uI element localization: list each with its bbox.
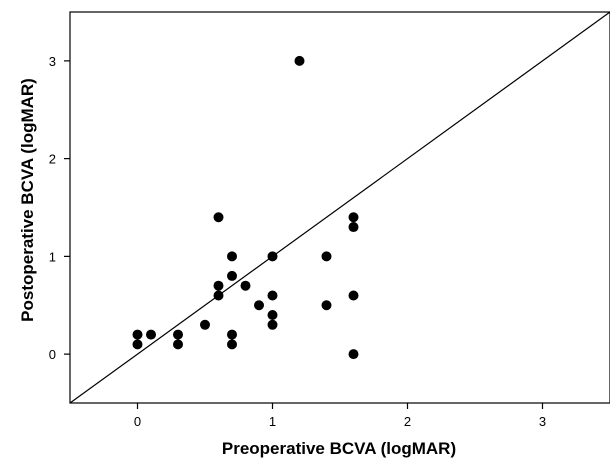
plot-content: [69, 11, 610, 404]
data-point: [254, 300, 264, 311]
data-point: [321, 300, 332, 311]
x-axis-title: Preoperative BCVA (logMAR): [222, 439, 456, 458]
x-tick-label: 2: [404, 414, 411, 429]
plot-frame: [69, 11, 610, 404]
data-point: [213, 290, 224, 301]
data-point: [173, 329, 183, 340]
data-point: [173, 339, 183, 350]
data-point: [200, 319, 210, 330]
y-tick-label: 2: [49, 152, 56, 167]
y-axis-ticks: 0 1 2 3: [49, 54, 70, 362]
data-point: [348, 212, 359, 223]
data-point: [267, 290, 278, 301]
x-tick-label: 1: [269, 414, 276, 429]
x-tick-label: 0: [134, 414, 141, 429]
data-point: [213, 212, 224, 223]
data-point: [267, 319, 278, 330]
data-point: [132, 329, 143, 340]
x-axis-ticks: 0 1 2 3: [134, 403, 546, 429]
y-tick-label: 3: [49, 54, 56, 69]
y-tick-label: 1: [49, 249, 56, 264]
y-axis-title: Postoperative BCVA (logMAR): [18, 78, 37, 322]
data-points: [132, 55, 359, 360]
data-point: [227, 339, 237, 350]
data-point: [240, 280, 251, 291]
data-point: [348, 222, 359, 233]
y-tick-label: 0: [49, 347, 56, 362]
data-point: [348, 349, 359, 360]
data-point: [227, 329, 237, 340]
data-point: [227, 270, 237, 281]
data-point: [294, 55, 305, 66]
data-point: [267, 251, 278, 262]
identity-reference-line: [69, 11, 610, 404]
data-point: [146, 329, 156, 340]
data-point: [213, 280, 224, 291]
data-point: [227, 251, 237, 262]
data-point: [132, 339, 143, 350]
x-tick-label: 3: [539, 414, 546, 429]
data-point: [348, 290, 359, 301]
data-point: [321, 251, 332, 262]
data-point: [267, 310, 278, 321]
